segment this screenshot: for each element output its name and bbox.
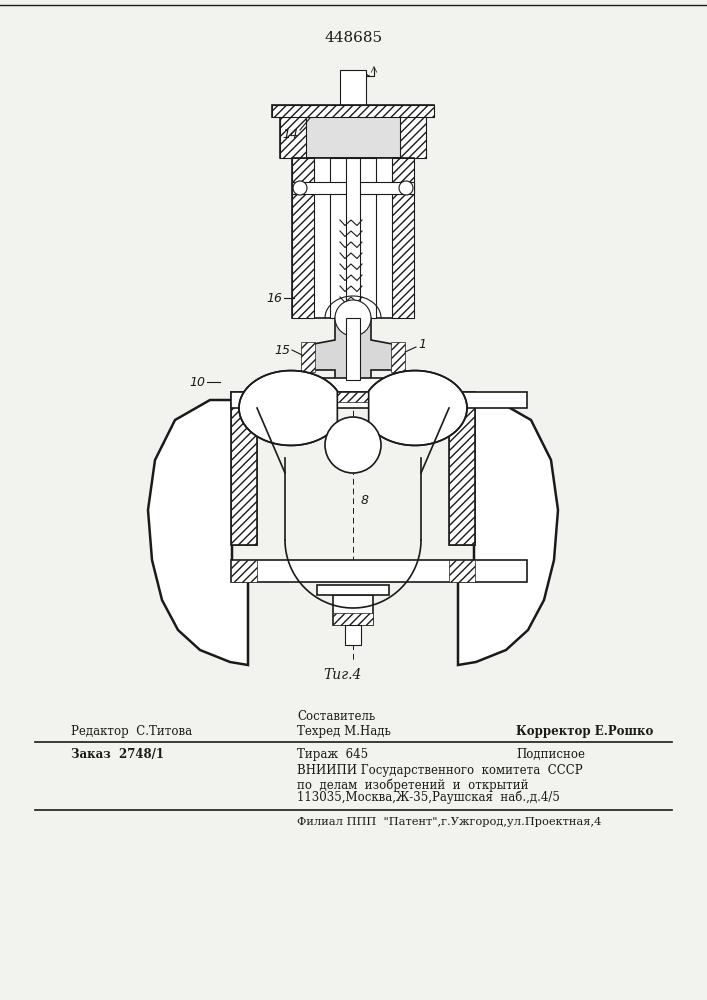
Text: Корректор Е.Рошко: Корректор Е.Рошко	[516, 725, 653, 738]
Bar	[231, 392, 257, 545]
Bar	[333, 595, 373, 625]
Bar	[391, 342, 405, 372]
Polygon shape	[368, 371, 467, 445]
Bar	[449, 392, 475, 545]
Bar	[330, 158, 376, 318]
Bar	[231, 560, 527, 582]
Circle shape	[293, 181, 307, 195]
Polygon shape	[148, 400, 248, 665]
Bar	[346, 318, 360, 380]
Bar	[317, 585, 389, 595]
Bar	[340, 70, 366, 108]
Text: 113035,Москва,Ж-35,Раушская  наб.,д.4/5: 113035,Москва,Ж-35,Раушская наб.,д.4/5	[297, 791, 560, 804]
Polygon shape	[239, 371, 337, 445]
Bar	[231, 560, 257, 582]
Circle shape	[335, 300, 371, 336]
Text: 1: 1	[418, 338, 426, 352]
Bar	[346, 158, 360, 318]
Text: Подписное: Подписное	[516, 748, 585, 761]
Bar	[301, 342, 315, 372]
Text: 15: 15	[274, 344, 290, 357]
Text: по  делам  изобретений  и  открытий: по делам изобретений и открытий	[297, 778, 528, 792]
Circle shape	[399, 181, 413, 195]
Bar	[231, 392, 257, 545]
Bar	[449, 560, 475, 582]
Text: ВНИИПИ Государственного  комитета  СССР: ВНИИПИ Государственного комитета СССР	[297, 764, 583, 777]
Text: 8: 8	[361, 493, 369, 506]
Bar	[272, 105, 434, 117]
Text: 14: 14	[282, 128, 298, 141]
Text: 10: 10	[189, 375, 205, 388]
Bar	[280, 108, 426, 158]
Bar	[272, 105, 434, 117]
Polygon shape	[458, 400, 558, 665]
Bar	[231, 392, 527, 408]
Text: Филиал ППП  "Патент",г.Ужгород,ул.Проектная,4: Филиал ППП "Патент",г.Ужгород,ул.Проектн…	[297, 817, 602, 827]
Text: Заказ  2748/1: Заказ 2748/1	[71, 748, 164, 761]
Bar	[400, 108, 426, 158]
Bar	[392, 158, 414, 318]
Text: Тираж  645: Тираж 645	[297, 748, 368, 761]
Bar	[345, 625, 361, 645]
Text: Редактор  С.Титова: Редактор С.Титова	[71, 725, 192, 738]
Bar	[292, 182, 414, 194]
Bar	[280, 108, 306, 158]
Bar	[292, 158, 414, 318]
Bar	[449, 392, 475, 545]
Text: 16: 16	[266, 292, 282, 304]
Circle shape	[325, 417, 381, 473]
Bar	[333, 613, 373, 625]
Text: 448685: 448685	[325, 31, 382, 45]
Polygon shape	[303, 318, 353, 380]
Text: Составитель: Составитель	[297, 710, 375, 723]
Polygon shape	[353, 318, 403, 380]
Bar	[265, 378, 279, 392]
Bar	[427, 378, 441, 392]
Text: Τиг.4: Τиг.4	[324, 668, 362, 682]
Bar	[265, 378, 441, 392]
Bar	[292, 158, 314, 318]
Bar	[257, 392, 449, 402]
Text: Техред М.Надь: Техред М.Надь	[297, 725, 391, 738]
